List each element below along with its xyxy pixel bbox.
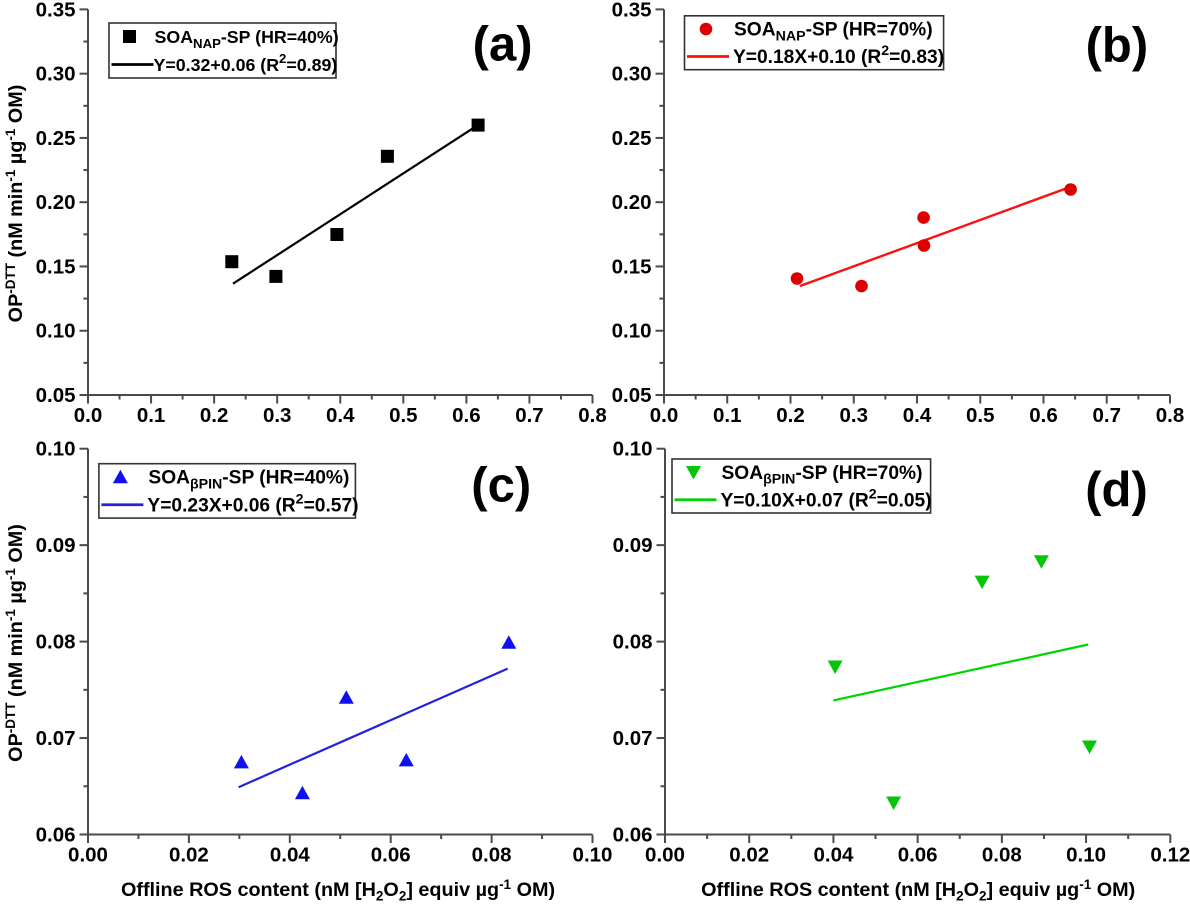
svg-text:0.1: 0.1 — [137, 404, 166, 427]
svg-text:0.07: 0.07 — [613, 727, 653, 750]
svg-text:0.10: 0.10 — [1066, 844, 1106, 867]
svg-text:0.09: 0.09 — [36, 534, 76, 557]
svg-text:0.02: 0.02 — [169, 844, 209, 867]
svg-text:0.2: 0.2 — [776, 404, 805, 427]
svg-text:0.1: 0.1 — [713, 404, 742, 427]
svg-text:0.25: 0.25 — [36, 127, 76, 150]
svg-text:0.04: 0.04 — [813, 844, 853, 867]
svg-text:0.0: 0.0 — [74, 404, 103, 427]
svg-text:0.02: 0.02 — [729, 844, 769, 867]
svg-text:OP-DTT (nM min-1 µg-1 OM): OP-DTT (nM min-1 µg-1 OM) — [3, 524, 27, 762]
svg-text:0.10: 0.10 — [36, 438, 76, 461]
svg-text:0.08: 0.08 — [613, 631, 653, 654]
svg-text:0.20: 0.20 — [36, 191, 76, 214]
svg-text:Offline ROS content (nM [H2O2]: Offline ROS content (nM [H2O2] equiv µg-… — [121, 877, 555, 904]
svg-text:(c): (c) — [471, 459, 531, 513]
svg-text:0.3: 0.3 — [840, 404, 869, 427]
svg-text:0.3: 0.3 — [263, 404, 292, 427]
svg-text:(b): (b) — [1086, 19, 1149, 73]
svg-text:0.4: 0.4 — [903, 404, 932, 427]
svg-text:0.25: 0.25 — [612, 127, 652, 150]
svg-text:0.10: 0.10 — [36, 320, 76, 343]
svg-text:0.00: 0.00 — [68, 844, 108, 867]
svg-text:SOANAP-SP (HR=40%): SOANAP-SP (HR=40%) — [155, 27, 339, 51]
svg-text:0.05: 0.05 — [612, 384, 652, 407]
svg-text:0.7: 0.7 — [1093, 404, 1122, 427]
svg-text:SOAβPIN-SP (HR=40%): SOAβPIN-SP (HR=40%) — [148, 468, 349, 493]
svg-text:0.0: 0.0 — [650, 404, 679, 427]
svg-text:0.08: 0.08 — [36, 631, 76, 654]
svg-text:0.06: 0.06 — [898, 844, 938, 867]
svg-text:0.06: 0.06 — [371, 844, 411, 867]
svg-text:Offline ROS content (nM [H2O2]: Offline ROS content (nM [H2O2] equiv µg-… — [701, 877, 1135, 904]
svg-text:0.08: 0.08 — [472, 844, 512, 867]
svg-text:0.00: 0.00 — [645, 844, 685, 867]
svg-text:0.35: 0.35 — [612, 0, 652, 21]
svg-text:0.05: 0.05 — [36, 384, 76, 407]
svg-text:Y=0.10X+0.07 (R2=0.05): Y=0.10X+0.07 (R2=0.05) — [721, 486, 932, 511]
svg-text:0.06: 0.06 — [613, 824, 653, 847]
svg-text:(d): (d) — [1085, 463, 1148, 517]
svg-text:0.04: 0.04 — [270, 844, 310, 867]
svg-text:0.6: 0.6 — [452, 404, 481, 427]
svg-text:0.15: 0.15 — [36, 255, 76, 278]
svg-text:SOAβPIN-SP (HR=70%): SOAβPIN-SP (HR=70%) — [722, 463, 923, 488]
svg-text:0.30: 0.30 — [612, 63, 652, 86]
svg-text:0.12: 0.12 — [1150, 844, 1190, 867]
svg-text:0.6: 0.6 — [1029, 404, 1058, 427]
svg-text:0.30: 0.30 — [36, 63, 76, 86]
svg-text:0.7: 0.7 — [515, 404, 544, 427]
svg-text:0.06: 0.06 — [36, 824, 76, 847]
svg-text:0.4: 0.4 — [326, 404, 355, 427]
svg-text:0.5: 0.5 — [966, 404, 995, 427]
svg-text:0.07: 0.07 — [36, 727, 76, 750]
svg-text:0.20: 0.20 — [612, 191, 652, 214]
svg-text:0.10: 0.10 — [612, 320, 652, 343]
svg-text:(a): (a) — [473, 18, 533, 72]
svg-text:Y=0.32+0.06 (R2=0.89): Y=0.32+0.06 (R2=0.89) — [154, 51, 338, 75]
svg-text:Y=0.18X+0.10 (R2=0.83): Y=0.18X+0.10 (R2=0.83) — [733, 43, 944, 68]
svg-text:Y=0.23X+0.06 (R2=0.57): Y=0.23X+0.06 (R2=0.57) — [147, 491, 358, 516]
svg-text:0.09: 0.09 — [613, 534, 653, 557]
svg-text:0.10: 0.10 — [573, 844, 613, 867]
svg-text:0.35: 0.35 — [36, 0, 76, 21]
svg-text:0.8: 0.8 — [1156, 404, 1185, 427]
svg-text:SOANAP-SP (HR=70%): SOANAP-SP (HR=70%) — [734, 20, 933, 45]
svg-text:0.15: 0.15 — [612, 255, 652, 278]
svg-text:0.2: 0.2 — [200, 404, 229, 427]
svg-text:0.08: 0.08 — [982, 844, 1022, 867]
svg-text:0.8: 0.8 — [578, 404, 607, 427]
svg-text:0.10: 0.10 — [613, 438, 653, 461]
svg-text:0.5: 0.5 — [389, 404, 418, 427]
